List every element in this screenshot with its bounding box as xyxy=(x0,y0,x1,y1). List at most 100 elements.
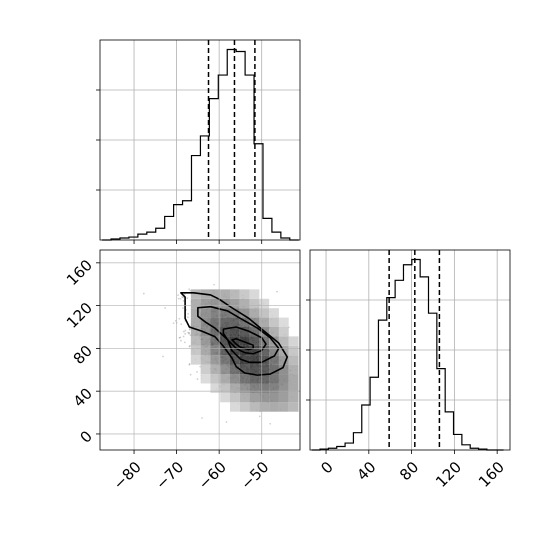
density-cell xyxy=(259,392,270,403)
density-cell xyxy=(230,392,240,403)
density-cell xyxy=(288,383,299,393)
scatter-point xyxy=(188,362,191,365)
density-cell xyxy=(288,336,299,346)
density-cell xyxy=(249,364,260,375)
x-tick-label: 160 xyxy=(475,458,508,491)
density-cell xyxy=(200,327,211,337)
density-cell xyxy=(249,336,260,346)
density-cell xyxy=(249,392,260,403)
density-cell xyxy=(288,345,299,356)
scatter-point xyxy=(180,323,183,326)
density-cell xyxy=(200,374,211,384)
density-cell xyxy=(278,327,289,337)
x-tick-label: 40 xyxy=(353,458,379,484)
density-cell xyxy=(190,355,201,365)
scatter-point xyxy=(162,355,164,358)
scatter-point xyxy=(179,297,182,300)
density-cell xyxy=(230,336,240,346)
density-cell xyxy=(190,317,201,328)
y-tick-label: 120 xyxy=(63,299,96,332)
scatter-point xyxy=(189,344,191,347)
scatter-point xyxy=(181,307,184,309)
density-cell xyxy=(230,402,240,412)
scatter-point xyxy=(188,328,191,331)
density-cell xyxy=(220,289,230,299)
density-cell xyxy=(190,298,201,309)
density-cell xyxy=(210,383,221,393)
histogram-steps xyxy=(311,258,504,451)
density-cell xyxy=(259,364,270,375)
density-cell xyxy=(230,374,240,384)
contour-level-3 xyxy=(222,326,267,355)
scatter-point xyxy=(182,330,185,333)
density-cell xyxy=(288,355,299,365)
density-cell xyxy=(200,336,211,346)
scatter-point xyxy=(187,312,190,315)
density-cell xyxy=(278,317,289,328)
scatter-point xyxy=(196,378,199,380)
density-cell xyxy=(230,298,240,309)
density-cell xyxy=(200,345,211,356)
panel-frame xyxy=(309,249,511,451)
density-cell xyxy=(259,402,270,412)
panel-frame xyxy=(99,39,301,241)
density-cell xyxy=(239,383,250,393)
density-cell xyxy=(269,308,279,318)
density-cell xyxy=(239,289,250,299)
density-cell xyxy=(190,327,201,337)
contour-level-1 xyxy=(180,291,289,376)
density-cell xyxy=(288,374,299,384)
density-cell xyxy=(200,364,211,375)
density-cell xyxy=(249,345,260,356)
scatter-point xyxy=(182,299,185,302)
scatter-point xyxy=(225,421,228,423)
scatter-point xyxy=(189,373,192,376)
scatter-point xyxy=(186,316,189,319)
density-cell xyxy=(239,336,250,346)
density-cell xyxy=(230,364,240,375)
density-cell xyxy=(278,402,289,412)
scatter-point xyxy=(183,341,186,344)
density-cell xyxy=(269,345,279,356)
scatter-point xyxy=(188,332,190,335)
y-tick-label: 0 xyxy=(77,427,96,446)
scatter-point xyxy=(187,331,189,334)
density-cell xyxy=(210,289,221,299)
density-cell xyxy=(278,336,289,346)
density-cell xyxy=(210,364,221,375)
density-cell xyxy=(230,327,240,337)
x-tick-label: 80 xyxy=(396,458,422,484)
density-cell xyxy=(220,364,230,375)
y-tick-label: 40 xyxy=(70,384,96,410)
density-cell xyxy=(220,392,230,403)
scatter-point xyxy=(201,417,203,419)
y-tick-label: 80 xyxy=(70,342,96,368)
density-cell xyxy=(200,308,211,318)
density-cell xyxy=(220,355,230,365)
scatter-point xyxy=(188,331,191,334)
density-cell xyxy=(278,383,289,393)
scatter-point xyxy=(188,345,191,348)
density-cell xyxy=(210,308,221,318)
density-cell xyxy=(269,364,279,375)
scatter-point xyxy=(258,415,261,418)
density-cell xyxy=(269,317,279,328)
density-cell xyxy=(190,289,201,299)
density-cell xyxy=(259,308,270,318)
density-cell xyxy=(220,374,230,384)
scatter-point xyxy=(276,290,278,293)
density-cell xyxy=(239,374,250,384)
density-cell xyxy=(239,308,250,318)
density-cell xyxy=(230,308,240,318)
density-cell xyxy=(249,289,260,299)
x-tick-label: 0 xyxy=(317,458,336,477)
density-cell xyxy=(278,364,289,375)
density-cell xyxy=(220,317,230,328)
scatter-point xyxy=(177,294,179,297)
scatter-point xyxy=(184,332,187,335)
density-cell xyxy=(239,327,250,337)
density-cell xyxy=(259,317,270,328)
density-cell xyxy=(278,392,289,403)
density-cell xyxy=(249,298,260,309)
scatter-point xyxy=(188,288,191,291)
